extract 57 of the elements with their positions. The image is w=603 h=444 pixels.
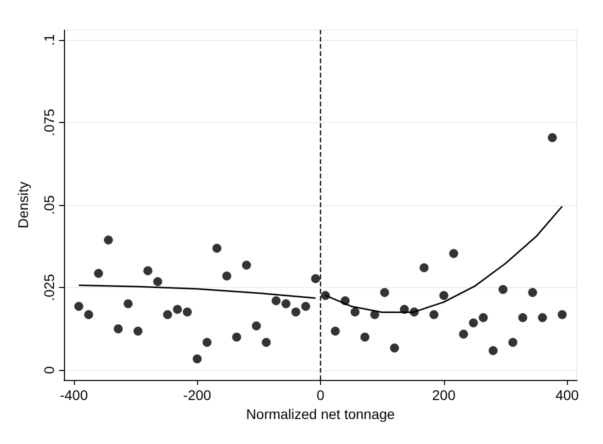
point (134, 326, 142, 336)
point (459, 330, 468, 339)
point (301, 302, 310, 311)
point (172, 304, 182, 314)
point (163, 310, 172, 320)
point (498, 285, 508, 294)
y-tick-label: .075 (41, 108, 57, 136)
point (439, 290, 448, 300)
point (84, 310, 94, 320)
point (350, 307, 360, 316)
y-tick-label: .05 (41, 195, 57, 215)
point (291, 307, 300, 316)
point (518, 313, 528, 322)
x-axis-title: Normalized net tonnage (246, 406, 396, 422)
point (222, 271, 232, 280)
point (74, 302, 84, 311)
x-tick-label: 0 (316, 387, 325, 403)
point (192, 354, 202, 364)
point (538, 313, 547, 322)
y-tick-label: 0 (41, 366, 57, 374)
point (252, 321, 261, 330)
point (478, 313, 488, 322)
point (528, 288, 538, 297)
y-axis-title: Density (15, 182, 31, 228)
point (182, 307, 192, 316)
point (272, 296, 281, 306)
point (202, 338, 212, 347)
y-tick-label: .1 (41, 34, 57, 46)
point (94, 268, 104, 278)
point (548, 133, 557, 142)
point (104, 236, 113, 244)
point (360, 332, 370, 342)
point (468, 318, 478, 328)
point (262, 338, 271, 347)
point (508, 338, 518, 347)
point (124, 299, 133, 308)
x-tick-label: 200 (432, 387, 456, 403)
x-tick-label: -400 (60, 387, 88, 403)
x-tick-label: 400 (555, 387, 580, 403)
point (242, 260, 252, 270)
point (420, 263, 429, 272)
point (380, 288, 390, 297)
point (390, 343, 399, 352)
point (232, 332, 242, 342)
point (143, 266, 152, 276)
point (488, 346, 498, 356)
point (212, 244, 222, 253)
point (281, 299, 290, 308)
point (153, 277, 162, 286)
point (114, 324, 123, 334)
point (449, 249, 458, 258)
point (330, 326, 340, 336)
y-tick-label: .025 (41, 274, 57, 302)
point (429, 310, 438, 320)
point (311, 274, 320, 284)
point (558, 310, 567, 320)
x-tick-label: -200 (183, 387, 212, 403)
